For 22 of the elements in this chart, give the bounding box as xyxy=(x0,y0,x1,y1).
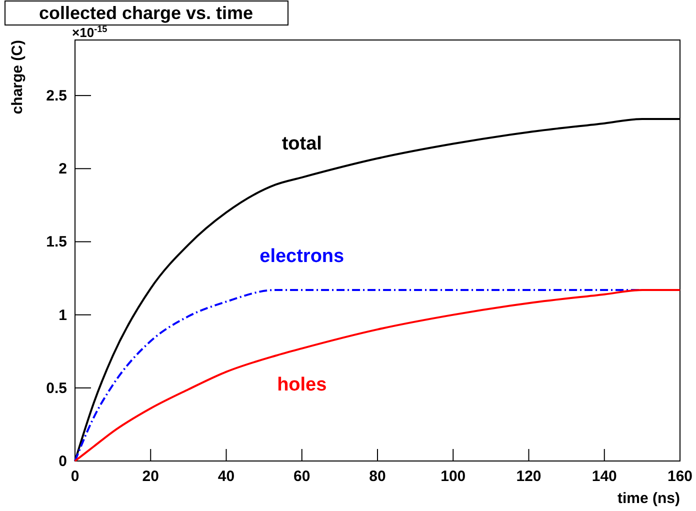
x-tick-label: 160 xyxy=(667,468,693,485)
series-label: total xyxy=(282,133,322,154)
x-tick-label: 140 xyxy=(592,468,617,485)
y-tick-label: 2 xyxy=(58,160,67,178)
y-tick-label: 1.5 xyxy=(46,234,67,251)
x-tick-label: 40 xyxy=(218,468,235,485)
x-tick-label: 100 xyxy=(440,468,466,485)
x-axis-title: time (ns) xyxy=(617,490,680,507)
x-tick-label: 0 xyxy=(70,468,80,485)
y-axis-title: charge (C) xyxy=(9,40,26,114)
y-tick-label: 0 xyxy=(58,453,67,470)
x-tick-label: 80 xyxy=(369,468,386,485)
series-label: holes xyxy=(277,374,327,396)
x-tick-label: 20 xyxy=(142,468,159,485)
text: ×10$^{-15}$ xyxy=(72,24,108,40)
series-label: electrons xyxy=(260,246,344,267)
y-tick-label: 0.5 xyxy=(46,380,67,397)
x-tick-label: 60 xyxy=(294,468,310,485)
y-tick-label: 2.5 xyxy=(46,88,67,105)
y-tick-label: 1 xyxy=(58,306,67,324)
x-tick-label: 120 xyxy=(516,468,542,485)
chart-title: collected charge vs. time xyxy=(38,3,254,23)
